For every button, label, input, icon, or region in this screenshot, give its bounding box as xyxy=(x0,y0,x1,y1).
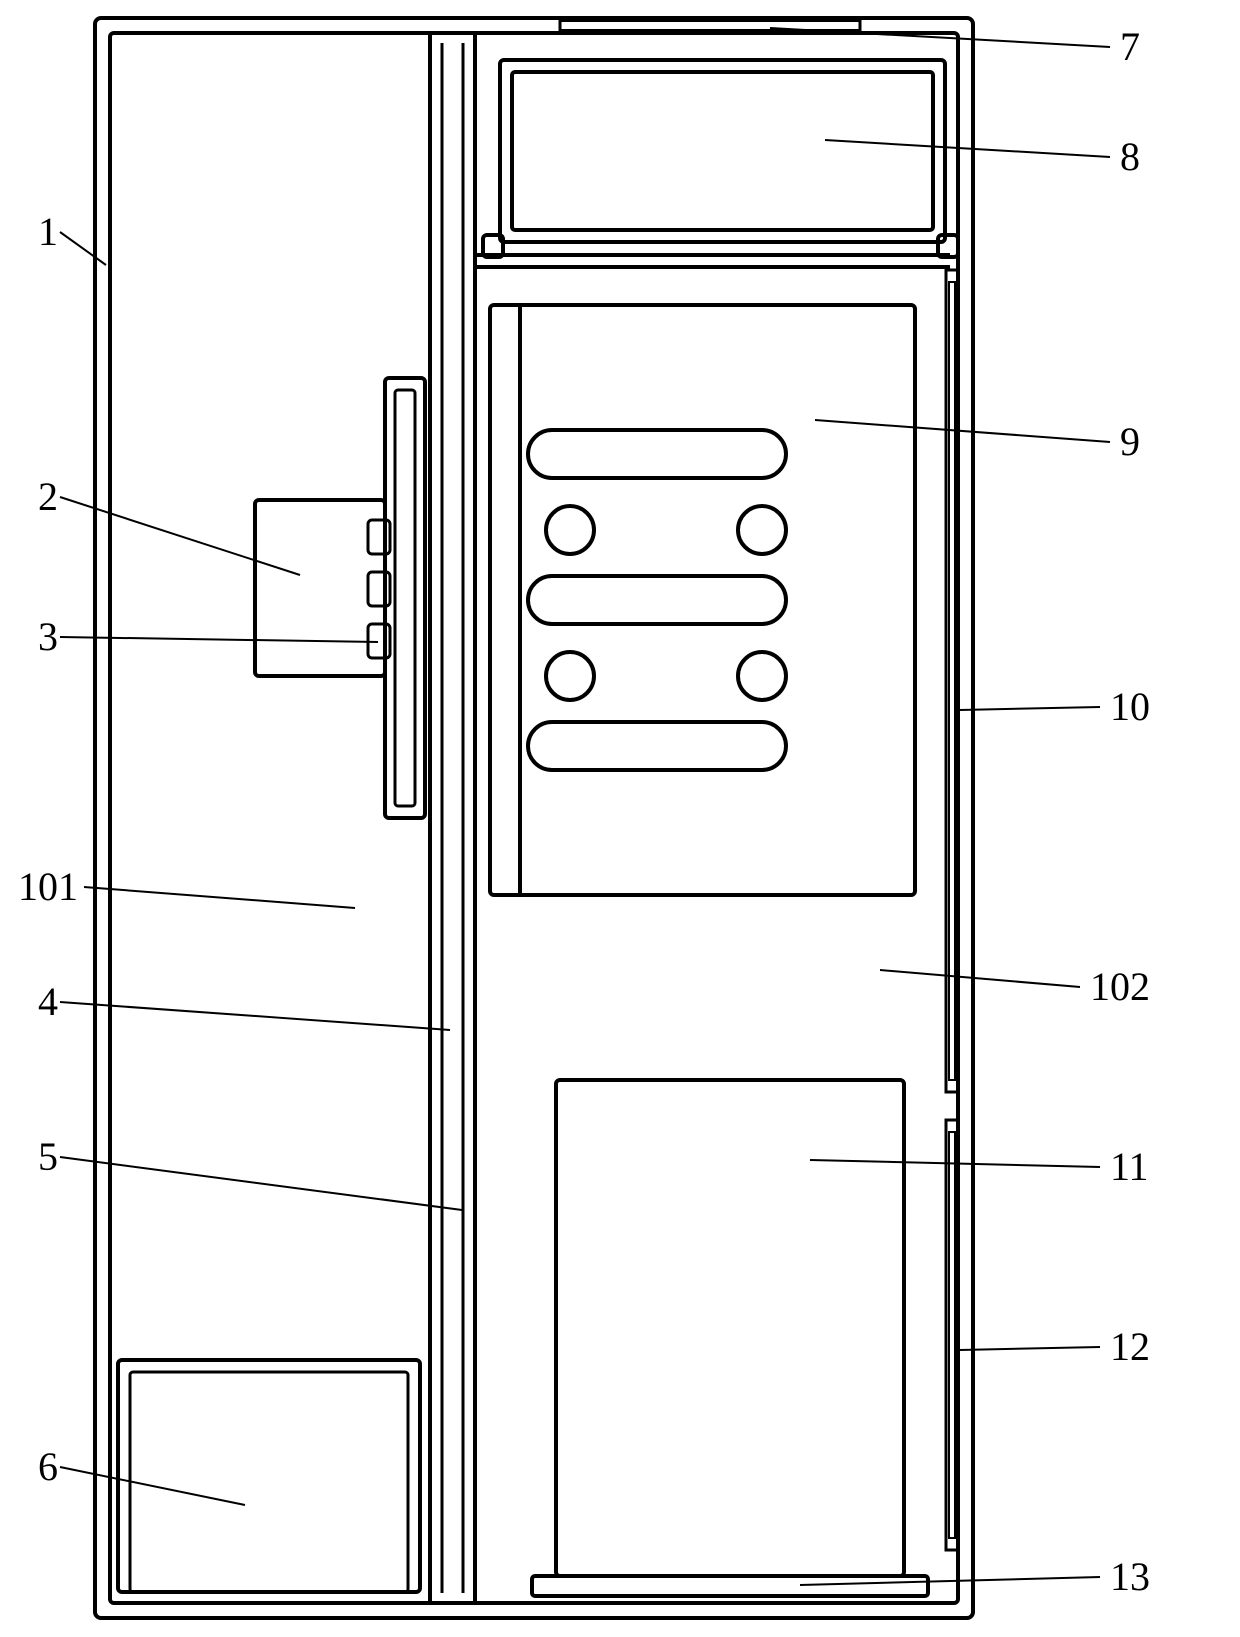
breaker-bolt-3 xyxy=(546,652,594,700)
callout-label-1: 1 xyxy=(38,209,58,254)
callout-12: 12 xyxy=(960,1324,1150,1369)
breaker-slot-2 xyxy=(528,576,786,624)
callout-label-102: 102 xyxy=(1090,964,1150,1009)
callout-label-6: 6 xyxy=(38,1444,58,1489)
breaker-slot-3 xyxy=(528,722,786,770)
callout-label-12: 12 xyxy=(1110,1324,1150,1369)
shapes-layer xyxy=(95,18,973,1618)
callout-6: 6 xyxy=(38,1444,245,1505)
callout-label-13: 13 xyxy=(1110,1554,1150,1599)
lower-right-base xyxy=(532,1576,928,1596)
technical-diagram: 12310145678910102111213 xyxy=(0,0,1240,1637)
top-box-inner xyxy=(512,72,933,230)
right-groove-upper-inner xyxy=(949,282,955,1080)
breaker-bolt-1 xyxy=(546,506,594,554)
callout-7: 7 xyxy=(770,24,1140,69)
callout-4: 4 xyxy=(38,979,450,1030)
callout-label-10: 10 xyxy=(1110,684,1150,729)
callout-label-9: 9 xyxy=(1120,419,1140,464)
callouts-layer: 12310145678910102111213 xyxy=(18,24,1150,1599)
lower-right-box xyxy=(556,1080,904,1576)
cabinet-outer-rect xyxy=(95,18,973,1618)
callout-9: 9 xyxy=(815,419,1140,464)
top-box-outer xyxy=(500,60,945,242)
callout-2: 2 xyxy=(38,474,300,575)
callout-10: 10 xyxy=(960,684,1150,729)
callout-11: 11 xyxy=(810,1144,1149,1189)
callout-label-101: 101 xyxy=(18,864,78,909)
callout-101: 101 xyxy=(18,864,355,909)
callout-102: 102 xyxy=(880,964,1150,1009)
right-groove-lower-inner xyxy=(949,1132,955,1538)
callout-label-8: 8 xyxy=(1120,134,1140,179)
handle-plate-inner xyxy=(395,390,415,806)
callout-8: 8 xyxy=(825,134,1140,179)
top-slot xyxy=(560,21,860,30)
handle-block xyxy=(255,500,385,676)
callout-5: 5 xyxy=(38,1134,462,1210)
callout-label-4: 4 xyxy=(38,979,58,1024)
breaker-bolt-2 xyxy=(738,506,786,554)
callout-3: 3 xyxy=(38,614,378,659)
callout-label-2: 2 xyxy=(38,474,58,519)
callout-label-11: 11 xyxy=(1110,1144,1149,1189)
breaker-slot-1 xyxy=(528,430,786,478)
callout-label-3: 3 xyxy=(38,614,58,659)
callout-label-7: 7 xyxy=(1120,24,1140,69)
breaker-body xyxy=(490,305,915,895)
breaker-bolt-4 xyxy=(738,652,786,700)
callout-label-5: 5 xyxy=(38,1134,58,1179)
lower-left-box-inner xyxy=(130,1372,408,1592)
lower-left-box-outer xyxy=(118,1360,420,1592)
